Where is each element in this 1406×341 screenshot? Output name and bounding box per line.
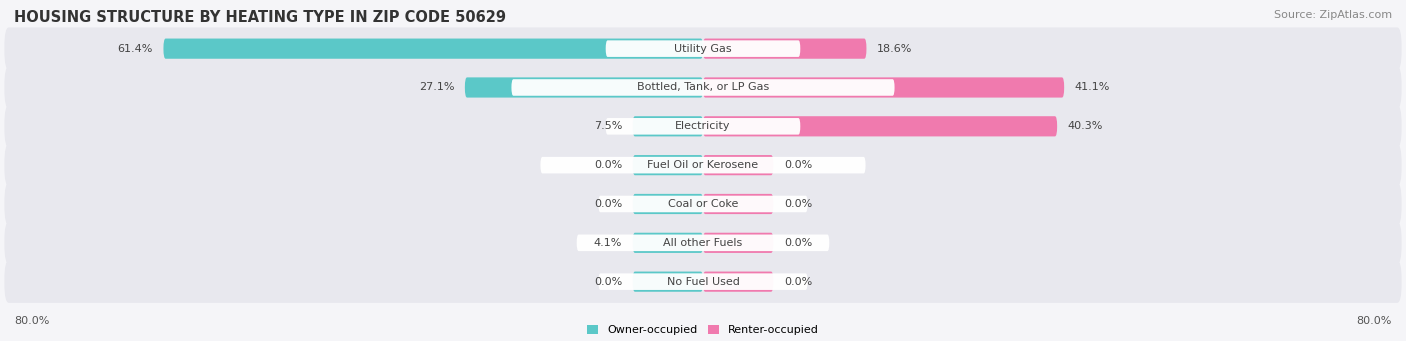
Text: 0.0%: 0.0%	[785, 199, 813, 209]
FancyBboxPatch shape	[703, 77, 1064, 98]
Text: All other Fuels: All other Fuels	[664, 238, 742, 248]
FancyBboxPatch shape	[540, 157, 866, 174]
FancyBboxPatch shape	[606, 40, 800, 57]
Text: 27.1%: 27.1%	[419, 83, 454, 92]
Text: 41.1%: 41.1%	[1074, 83, 1111, 92]
Text: 0.0%: 0.0%	[785, 160, 813, 170]
Text: Source: ZipAtlas.com: Source: ZipAtlas.com	[1274, 10, 1392, 20]
Text: Utility Gas: Utility Gas	[675, 44, 731, 54]
Text: 0.0%: 0.0%	[593, 199, 621, 209]
Text: HOUSING STRUCTURE BY HEATING TYPE IN ZIP CODE 50629: HOUSING STRUCTURE BY HEATING TYPE IN ZIP…	[14, 10, 506, 25]
FancyBboxPatch shape	[4, 222, 1402, 264]
FancyBboxPatch shape	[633, 116, 703, 136]
FancyBboxPatch shape	[4, 261, 1402, 303]
FancyBboxPatch shape	[606, 118, 800, 135]
Text: Fuel Oil or Kerosene: Fuel Oil or Kerosene	[647, 160, 759, 170]
FancyBboxPatch shape	[703, 155, 773, 175]
Text: 4.1%: 4.1%	[593, 238, 621, 248]
FancyBboxPatch shape	[703, 233, 773, 253]
FancyBboxPatch shape	[633, 271, 703, 292]
Text: 18.6%: 18.6%	[877, 44, 912, 54]
FancyBboxPatch shape	[703, 39, 866, 59]
FancyBboxPatch shape	[4, 183, 1402, 225]
FancyBboxPatch shape	[4, 27, 1402, 70]
FancyBboxPatch shape	[633, 233, 703, 253]
Text: Bottled, Tank, or LP Gas: Bottled, Tank, or LP Gas	[637, 83, 769, 92]
Text: No Fuel Used: No Fuel Used	[666, 277, 740, 287]
FancyBboxPatch shape	[703, 116, 1057, 136]
FancyBboxPatch shape	[163, 39, 703, 59]
Text: 7.5%: 7.5%	[593, 121, 621, 131]
FancyBboxPatch shape	[4, 105, 1402, 148]
Text: 80.0%: 80.0%	[14, 315, 49, 326]
Legend: Owner-occupied, Renter-occupied: Owner-occupied, Renter-occupied	[586, 325, 820, 336]
FancyBboxPatch shape	[599, 273, 807, 290]
Text: 0.0%: 0.0%	[593, 277, 621, 287]
FancyBboxPatch shape	[703, 194, 773, 214]
Text: 61.4%: 61.4%	[118, 44, 153, 54]
FancyBboxPatch shape	[4, 144, 1402, 186]
Text: 80.0%: 80.0%	[1357, 315, 1392, 326]
FancyBboxPatch shape	[465, 77, 703, 98]
Text: 0.0%: 0.0%	[785, 277, 813, 287]
Text: 40.3%: 40.3%	[1067, 121, 1104, 131]
FancyBboxPatch shape	[599, 196, 807, 212]
FancyBboxPatch shape	[633, 155, 703, 175]
FancyBboxPatch shape	[633, 194, 703, 214]
FancyBboxPatch shape	[512, 79, 894, 96]
Text: 0.0%: 0.0%	[593, 160, 621, 170]
Text: Coal or Coke: Coal or Coke	[668, 199, 738, 209]
Text: 0.0%: 0.0%	[785, 238, 813, 248]
FancyBboxPatch shape	[703, 271, 773, 292]
FancyBboxPatch shape	[4, 66, 1402, 109]
FancyBboxPatch shape	[576, 235, 830, 251]
Text: Electricity: Electricity	[675, 121, 731, 131]
